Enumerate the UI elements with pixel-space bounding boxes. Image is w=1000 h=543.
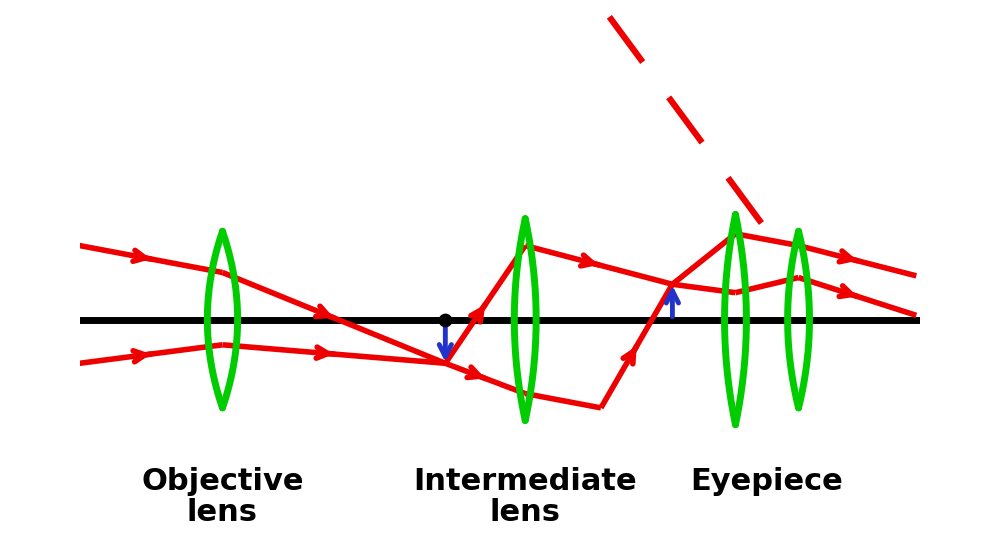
Point xyxy=(437,315,453,324)
Text: Objective
lens: Objective lens xyxy=(141,467,304,527)
Text: Intermediate
lens: Intermediate lens xyxy=(413,467,637,527)
Text: Eyepiece: Eyepiece xyxy=(691,467,843,496)
